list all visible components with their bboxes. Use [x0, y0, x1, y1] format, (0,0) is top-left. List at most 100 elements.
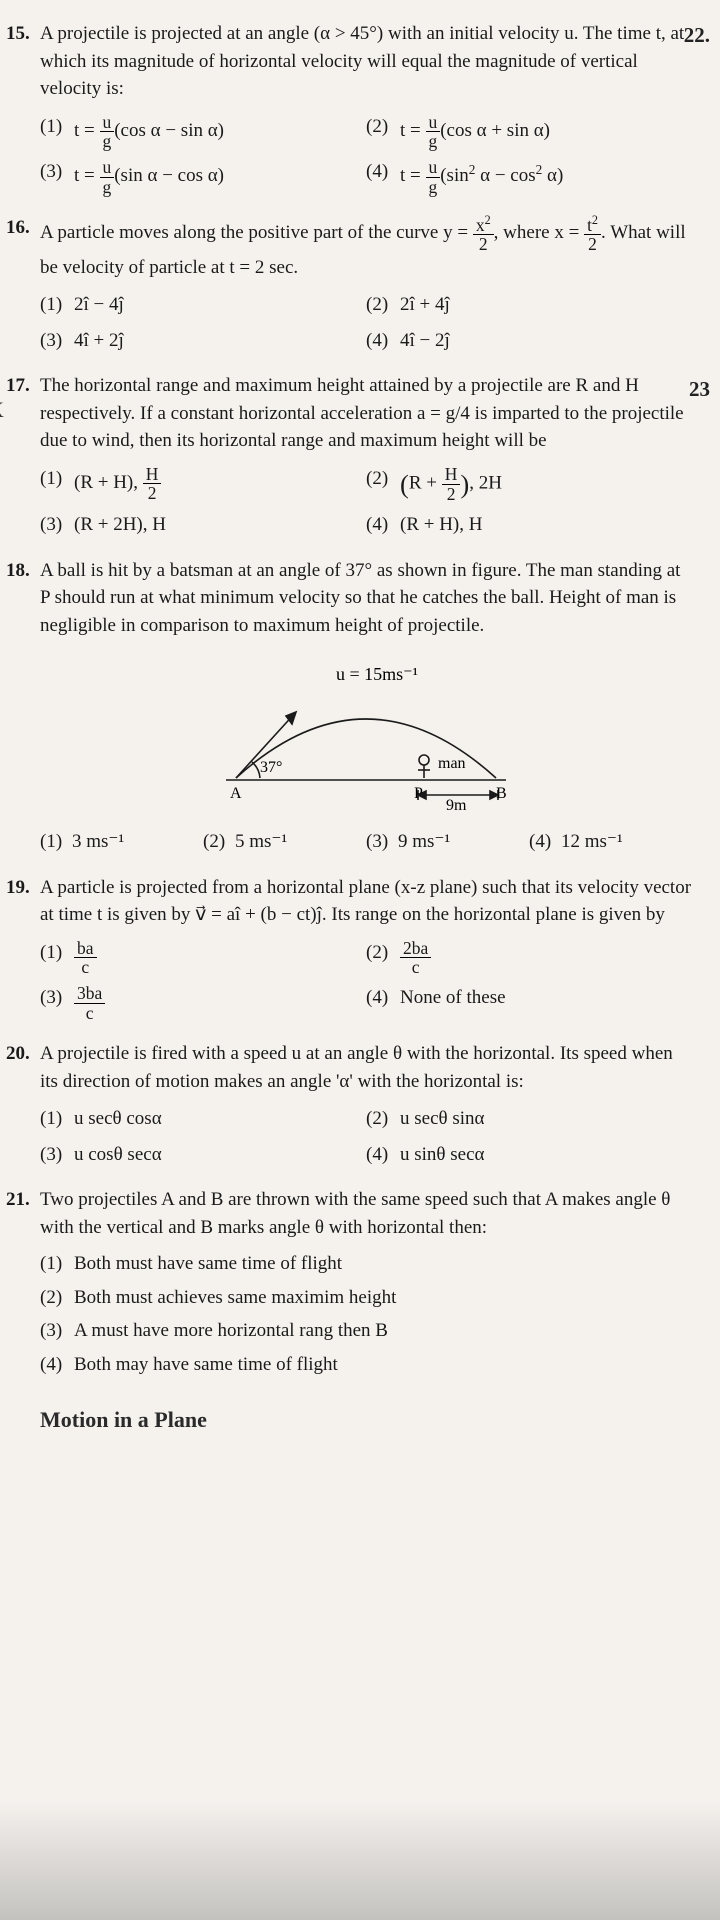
opt-text: Both must achieves same maximim height: [74, 1284, 396, 1312]
fig-u-label: u = 15ms⁻¹: [336, 664, 418, 684]
q16-text: A particle moves along the positive part…: [40, 214, 692, 281]
fig-B: B: [496, 785, 507, 802]
page-shadow: [0, 1800, 720, 1920]
frac-t2-2: t22: [584, 214, 601, 254]
opt-text: 4î − 2ĵ: [400, 327, 450, 355]
opt-text: u sinθ secα: [400, 1141, 485, 1169]
qnum-21: 21.: [6, 1186, 30, 1214]
q16-options: (1)2î − 4ĵ (2)2î + 4ĵ (3)4î + 2ĵ (4)4î −…: [40, 287, 692, 358]
opt-expr: t = ug(sin2 α − cos2 α): [400, 158, 563, 196]
q21-opt3: (3)A must have more horizontal rang then…: [40, 1314, 692, 1348]
opt-label: (2): [366, 939, 394, 977]
physics-page: 15. 22. A projectile is projected at an …: [0, 0, 720, 1445]
q20-opt1: (1)u secθ cosα: [40, 1101, 366, 1137]
q18-opt3: (3)9 ms⁻¹: [366, 824, 529, 860]
opt-text: (R + 2H), H: [74, 511, 166, 539]
q21-opt4: (4)Both may have same time of flight: [40, 1348, 692, 1382]
q21-opt1: (1)Both must have same time of flight: [40, 1247, 692, 1281]
question-21: 21. Two projectiles A and B are thrown w…: [40, 1186, 692, 1381]
q16-opt1: (1)2î − 4ĵ: [40, 287, 366, 323]
q19-options: (1) bac (2) 2bac (3) 3bac (4)None of the…: [40, 935, 692, 1026]
q15-opt3: (3) t = ug(sin α − cos α): [40, 154, 366, 200]
q18-options: (1)3 ms⁻¹ (2)5 ms⁻¹ (3)9 ms⁻¹ (4)12 ms⁻¹: [40, 824, 692, 860]
opt-label: (1): [40, 939, 68, 977]
opt-text: 3 ms⁻¹: [72, 828, 124, 856]
q16-text-a: A particle moves along the positive part…: [40, 222, 473, 243]
opt-text: u secθ cosα: [74, 1105, 162, 1133]
q19-text: A particle is projected from a horizonta…: [40, 874, 692, 929]
q18-figure: u = 15ms⁻¹ 37° A P B man 9m: [40, 650, 692, 819]
q21-opt2: (2)Both must achieves same maximim heigh…: [40, 1281, 692, 1315]
opt-label: (1): [40, 113, 68, 151]
chapter-footer: Motion in a Plane: [40, 1404, 692, 1436]
q20-options: (1)u secθ cosα (2)u secθ sinα (3)u cosθ …: [40, 1101, 692, 1172]
margin-note-23: 23: [689, 374, 710, 404]
q17-options: (1) (R + H), H2 (2) (R + H2), 2H (3)(R +…: [40, 461, 692, 543]
opt-label: (1): [40, 291, 68, 319]
projectile-diagram-icon: u = 15ms⁻¹ 37° A P B man 9m: [186, 650, 546, 810]
q17-opt1: (1) (R + H), H2: [40, 461, 366, 508]
qnum-17: 17.: [6, 372, 30, 400]
qnum-20: 20.: [6, 1040, 30, 1068]
opt-label: (1): [40, 828, 68, 856]
opt-label: (3): [40, 1141, 68, 1169]
opt-text: 5 ms⁻¹: [235, 828, 287, 856]
opt-label: (4): [366, 511, 394, 539]
opt-label: (2): [366, 113, 394, 151]
q17-opt3: (3)(R + 2H), H: [40, 507, 366, 543]
q19-opt4: (4)None of these: [366, 980, 692, 1026]
opt-label: (2): [366, 465, 394, 504]
opt-text: 12 ms⁻¹: [561, 828, 623, 856]
fig-angle: 37°: [260, 759, 282, 776]
q18-opt2: (2)5 ms⁻¹: [203, 824, 366, 860]
question-20: 20. A projectile is fired with a speed u…: [40, 1040, 692, 1172]
q19-opt1: (1) bac: [40, 935, 366, 981]
q15-opt1: (1) t = ug(cos α − sin α): [40, 109, 366, 155]
opt-label: (3): [40, 327, 68, 355]
opt-label: (3): [40, 511, 68, 539]
opt-label: (3): [40, 1317, 68, 1345]
question-17: 17. 23 X The horizontal range and maximu…: [40, 372, 692, 543]
q20-text: A projectile is fired with a speed u at …: [40, 1040, 692, 1095]
qnum-18: 18.: [6, 557, 30, 585]
q17-text: The horizontal range and maximum height …: [40, 372, 692, 455]
opt-text: Both may have same time of flight: [74, 1351, 338, 1379]
hand-mark-x: X: [0, 394, 4, 426]
q15-options: (1) t = ug(cos α − sin α) (2) t = ug(cos…: [40, 109, 692, 200]
opt-label: (2): [40, 1284, 68, 1312]
qnum-15: 15.: [6, 20, 30, 48]
q19-opt2: (2) 2bac: [366, 935, 692, 981]
q16-opt3: (3)4î + 2ĵ: [40, 323, 366, 359]
opt-label: (1): [40, 1250, 68, 1278]
q17-opt2: (2) (R + H2), 2H: [366, 461, 692, 508]
opt-text: Both must have same time of flight: [74, 1250, 342, 1278]
q18-opt4: (4)12 ms⁻¹: [529, 824, 692, 860]
opt-expr: t = ug(cos α − sin α): [74, 113, 224, 151]
opt-expr: t = ug(cos α + sin α): [400, 113, 550, 151]
fig-A: A: [230, 785, 242, 802]
question-16: 16. A particle moves along the positive …: [40, 214, 692, 358]
q18-text: A ball is hit by a batsman at an angle o…: [40, 557, 692, 640]
opt-label: (3): [40, 984, 68, 1022]
opt-frac: bac: [74, 939, 97, 977]
opt-text: 2î − 4ĵ: [74, 291, 124, 319]
fig-dist: 9m: [446, 797, 467, 810]
q20-opt3: (3)u cosθ secα: [40, 1137, 366, 1173]
q17-opt4: (4)(R + H), H: [366, 507, 692, 543]
opt-label: (4): [40, 1351, 68, 1379]
opt-label: (3): [366, 828, 394, 856]
opt-frac: 2bac: [400, 939, 431, 977]
opt-text: 9 ms⁻¹: [398, 828, 450, 856]
opt-text: 4î + 2ĵ: [74, 327, 124, 355]
question-18: 18. A ball is hit by a batsman at an ang…: [40, 557, 692, 860]
q20-opt2: (2)u secθ sinα: [366, 1101, 692, 1137]
opt-text: u secθ sinα: [400, 1105, 485, 1133]
opt-label: (1): [40, 465, 68, 504]
q19-opt3: (3) 3bac: [40, 980, 366, 1026]
opt-label: (4): [366, 327, 394, 355]
margin-note-22: 22.: [684, 20, 710, 50]
opt-label: (2): [203, 828, 231, 856]
question-15: 15. 22. A projectile is projected at an …: [40, 20, 692, 200]
opt-label: (4): [366, 158, 394, 196]
q16-opt4: (4)4î − 2ĵ: [366, 323, 692, 359]
